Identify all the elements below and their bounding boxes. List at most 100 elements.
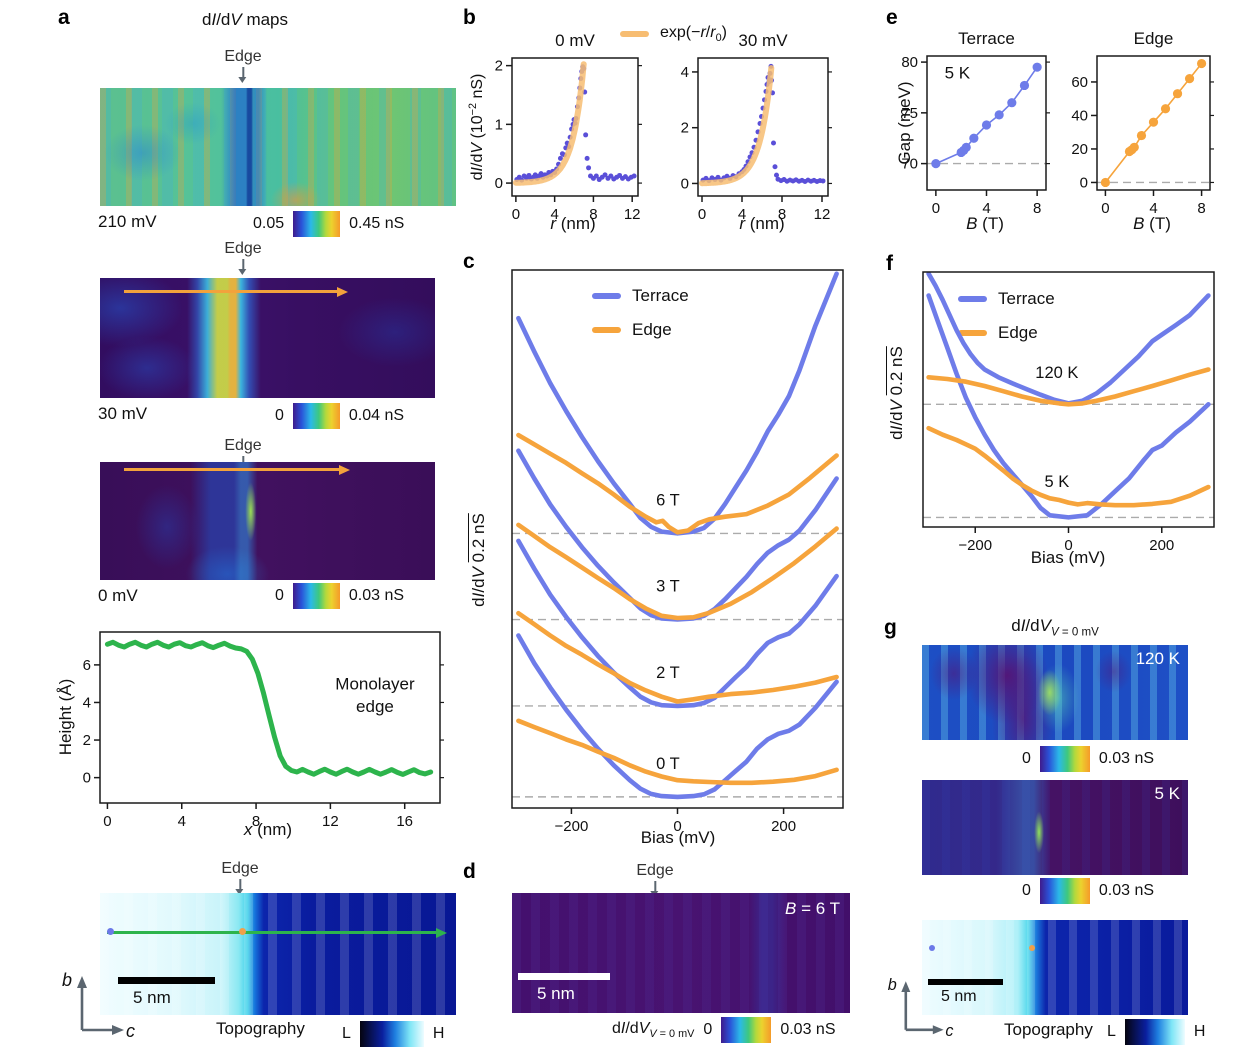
topography-map	[100, 893, 456, 1015]
temp-tag-5K: 5 K	[1154, 784, 1180, 803]
edge-point-dot	[1029, 945, 1035, 951]
colorbar-max: 0.04 nS	[348, 407, 405, 424]
svg-text:60: 60	[1071, 74, 1088, 91]
didv-map-5K	[922, 780, 1188, 875]
colorbar-max: 0.03 nS	[1098, 882, 1155, 899]
colorbar-max: 0.03 nS	[1098, 750, 1155, 767]
svg-text:12: 12	[624, 206, 641, 223]
axis-label: dI/dV (10−2 nS)	[466, 73, 487, 181]
colorbar-min: L	[342, 1025, 351, 1042]
didv-map-0mv	[100, 462, 435, 580]
linecut-arrow-icon	[124, 290, 338, 294]
svg-text:8: 8	[589, 206, 597, 223]
scale-bar	[518, 973, 610, 980]
colorbar-min: 0	[1022, 882, 1031, 899]
terrace-swatch	[958, 295, 987, 303]
svg-text:0: 0	[673, 818, 681, 835]
spectra-vs-field-chart: 0 T 2 T 3 T 6 T −200 0 200	[511, 269, 844, 835]
svg-text:4: 4	[83, 694, 91, 711]
legend-edge-label: Edge	[632, 320, 672, 339]
svg-text:−200: −200	[555, 818, 589, 835]
axis-label: x (nm)	[243, 820, 293, 839]
colorbar-min: 0	[703, 1021, 713, 1038]
svg-text:3 T: 3 T	[656, 578, 680, 596]
legend-edge: Edge	[958, 323, 1038, 343]
colorbar-gradient	[1124, 1019, 1185, 1045]
svg-text:b: b	[888, 976, 897, 994]
edge-swatch	[958, 329, 987, 337]
topo-colorbar: L H	[342, 1020, 444, 1048]
colorbar-gradient	[721, 1017, 772, 1043]
svg-text:8: 8	[778, 206, 786, 223]
svg-text:4: 4	[178, 813, 186, 830]
scale-bar	[118, 977, 215, 984]
linecut-arrow-icon	[124, 468, 340, 472]
colorbar-max: H	[432, 1025, 445, 1042]
axis-label: dI/dV 0.2 nS	[469, 513, 488, 607]
svg-text:200: 200	[1149, 537, 1174, 554]
colorbar-min: 0	[275, 587, 284, 604]
svg-text:0: 0	[512, 206, 520, 223]
didv-map-30mv	[100, 278, 435, 398]
didv-map-210mv	[100, 88, 456, 206]
edge-marker: Edge	[636, 862, 674, 897]
svg-text:70: 70	[901, 156, 918, 173]
svg-text:2: 2	[681, 120, 689, 137]
legend-terrace: Terrace	[958, 289, 1055, 309]
panel-a-title: dI/dV maps	[201, 10, 289, 29]
colorbar-max: 0.03 nS	[348, 587, 405, 604]
scale-bar	[928, 979, 1003, 985]
svg-text:b: b	[62, 970, 72, 990]
axis-label: r (nm)	[739, 214, 785, 233]
colorbar-gradient	[293, 211, 341, 237]
svg-text:Monolayer: Monolayer	[335, 674, 415, 693]
colorbar-210mv: 0.05 0.45 nS	[253, 210, 404, 238]
topography-label: Topography	[216, 1019, 305, 1038]
didv-map-6T	[512, 893, 850, 1013]
svg-text:12: 12	[814, 206, 831, 223]
edge-arrow-icon	[235, 879, 244, 895]
axis-label: Gap (meV)	[895, 81, 914, 165]
terrace-point-dot	[929, 945, 935, 951]
svg-text:edge: edge	[356, 697, 394, 716]
scale-bar-label: 5 nm	[133, 988, 171, 1007]
edge-arrow-icon	[650, 881, 659, 897]
colorbar-gradient	[1039, 878, 1090, 904]
svg-text:Terrace: Terrace	[958, 29, 1015, 48]
svg-text:4: 4	[982, 200, 990, 217]
edge-label: Edge	[224, 48, 262, 65]
fit-legend-label: exp(−r/r0)	[660, 24, 727, 45]
colorbar-gradient	[292, 403, 340, 429]
panel-label-d: d	[463, 860, 476, 883]
svg-text:16: 16	[396, 813, 413, 830]
svg-text:4: 4	[1149, 200, 1157, 217]
edge-label: Edge	[224, 437, 262, 454]
svg-text:0 mV: 0 mV	[555, 31, 595, 50]
axis-label: B (T)	[966, 214, 1004, 233]
fit-legend: exp(−r/r0)	[620, 24, 727, 44]
svg-text:6 T: 6 T	[656, 492, 680, 510]
edge-swatch	[592, 326, 621, 334]
decay-30mv-chart: 0 4 8 12 0 2 4 30 mV	[681, 31, 832, 223]
field-tag: B = 6 T	[785, 899, 840, 918]
svg-text:4: 4	[738, 206, 746, 223]
svg-text:c: c	[945, 1022, 953, 1040]
profile-arrow-icon	[107, 931, 437, 935]
gap-terrace-chart: 0 4 8 70 75 80 Terrace 5 K	[901, 29, 1050, 217]
svg-text:0: 0	[1101, 200, 1109, 217]
map-caption-30mv: 30 mV	[98, 404, 148, 423]
svg-text:12: 12	[322, 813, 339, 830]
svg-text:120 K: 120 K	[1035, 364, 1078, 382]
colorbar-g2: 0 0.03 nS	[1022, 877, 1154, 905]
colorbar-min: 0	[275, 407, 284, 424]
svg-text:5 K: 5 K	[1044, 473, 1069, 491]
edge-marker: Edge	[224, 48, 262, 83]
axis-label: r (nm)	[550, 214, 596, 233]
axis-label: B (T)	[1133, 214, 1171, 233]
svg-text:8: 8	[252, 813, 260, 830]
terrace-swatch	[592, 292, 621, 300]
svg-text:8: 8	[1197, 200, 1205, 217]
colorbar-max: H	[1193, 1023, 1206, 1040]
edge-label: Edge	[224, 240, 262, 257]
scale-bar-label: 5 nm	[537, 984, 575, 1003]
